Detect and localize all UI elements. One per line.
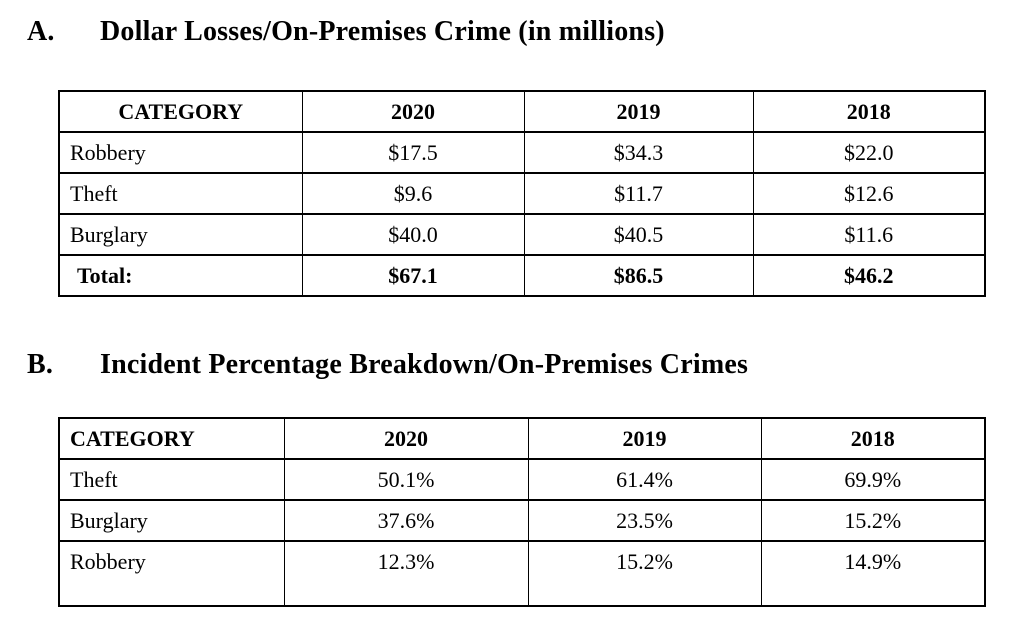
- total-value-cell: $67.1: [301, 254, 525, 297]
- column-header-category: CATEGORY: [58, 90, 303, 133]
- total-value-cell: $46.2: [752, 254, 986, 297]
- value-cell: 14.9%: [760, 540, 986, 607]
- column-header-2019: 2019: [523, 90, 754, 133]
- value-cell: $11.7: [523, 172, 754, 215]
- table-row: Burglary 37.6% 23.5% 15.2%: [58, 499, 986, 542]
- value-cell: 50.1%: [283, 458, 529, 501]
- column-header-2019: 2019: [527, 417, 762, 460]
- value-cell: $22.0: [752, 131, 986, 174]
- column-header-2020: 2020: [301, 90, 525, 133]
- category-cell: Robbery: [58, 131, 303, 174]
- value-cell: $40.5: [523, 213, 754, 256]
- table-row: Theft $9.6 $11.7 $12.6: [58, 172, 986, 215]
- table-row: Burglary $40.0 $40.5 $11.6: [58, 213, 986, 256]
- section-b-heading: B. Incident Percentage Breakdown/On-Prem…: [27, 349, 1024, 381]
- category-cell: Burglary: [58, 213, 303, 256]
- value-cell: $11.6: [752, 213, 986, 256]
- value-cell: $12.6: [752, 172, 986, 215]
- table-row: Theft 50.1% 61.4% 69.9%: [58, 458, 986, 501]
- category-cell: Robbery: [58, 540, 285, 607]
- section-a-heading: A. Dollar Losses/On-Premises Crime (in m…: [27, 16, 1024, 48]
- total-value-cell: $86.5: [523, 254, 754, 297]
- value-cell: $34.3: [523, 131, 754, 174]
- value-cell: $17.5: [301, 131, 525, 174]
- column-header-2018: 2018: [752, 90, 986, 133]
- value-cell: $9.6: [301, 172, 525, 215]
- category-cell: Theft: [58, 458, 285, 501]
- value-cell: 23.5%: [527, 499, 762, 542]
- section-a-title: Dollar Losses/On-Premises Crime (in mill…: [100, 16, 665, 47]
- value-cell: 15.2%: [760, 499, 986, 542]
- table-header-row: CATEGORY 2020 2019 2018: [58, 417, 986, 460]
- column-header-2018: 2018: [760, 417, 986, 460]
- section-b-title: Incident Percentage Breakdown/On-Premise…: [100, 349, 749, 380]
- category-cell: Theft: [58, 172, 303, 215]
- column-header-2020: 2020: [283, 417, 529, 460]
- table-row: Robbery $17.5 $34.3 $22.0: [58, 131, 986, 174]
- total-row: Total: $67.1 $86.5 $46.2: [58, 254, 986, 297]
- value-cell: 61.4%: [527, 458, 762, 501]
- document-page: A. Dollar Losses/On-Premises Crime (in m…: [27, 16, 1024, 607]
- value-cell: $40.0: [301, 213, 525, 256]
- value-cell: 15.2%: [527, 540, 762, 607]
- incident-percentage-table: CATEGORY 2020 2019 2018 Theft 50.1% 61.4…: [58, 417, 986, 607]
- value-cell: 12.3%: [283, 540, 529, 607]
- category-cell: Burglary: [58, 499, 285, 542]
- total-label-cell: Total:: [58, 254, 303, 297]
- section-a-label: A.: [27, 16, 55, 47]
- value-cell: 69.9%: [760, 458, 986, 501]
- table-row: Robbery 12.3% 15.2% 14.9%: [58, 540, 986, 607]
- section-b-label: B.: [27, 349, 54, 380]
- table-header-row: CATEGORY 2020 2019 2018: [58, 90, 986, 133]
- value-cell: 37.6%: [283, 499, 529, 542]
- dollar-losses-table: CATEGORY 2020 2019 2018 Robbery $17.5 $3…: [58, 90, 986, 297]
- column-header-category: CATEGORY: [58, 417, 285, 460]
